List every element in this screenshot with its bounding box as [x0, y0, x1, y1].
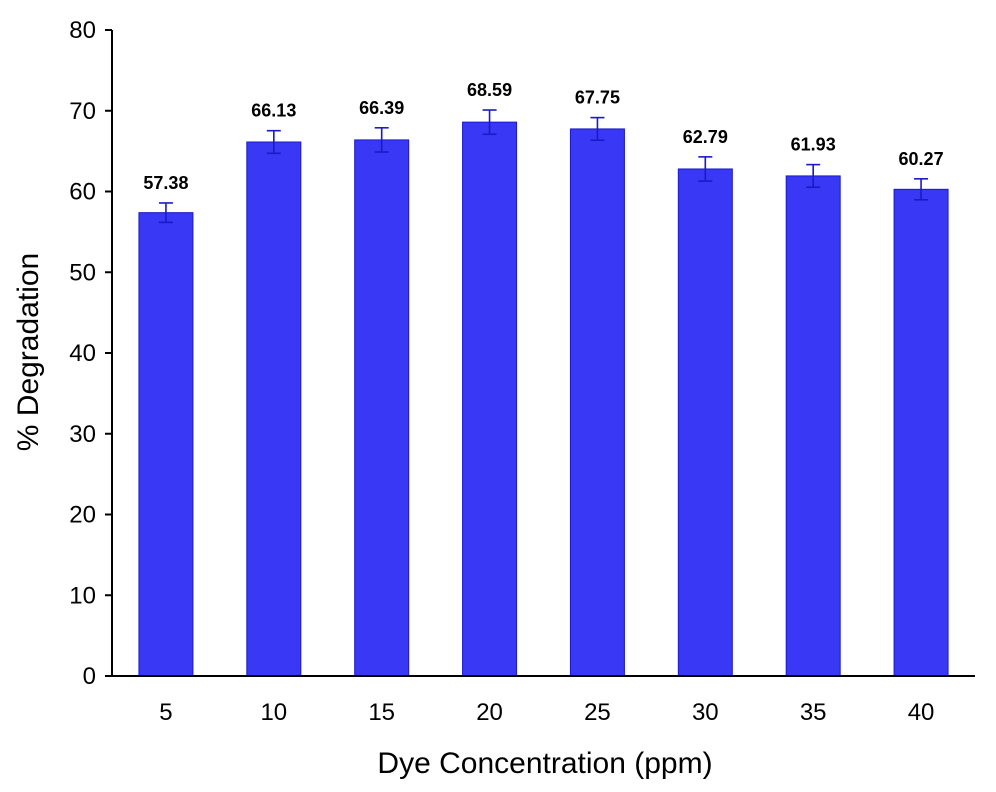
x-tick-label: 15	[368, 699, 395, 726]
x-tick-label: 25	[584, 699, 611, 726]
y-tick-label: 70	[69, 98, 96, 125]
data-label: 62.79	[683, 127, 728, 147]
y-tick-label: 60	[69, 179, 96, 206]
data-label: 66.39	[359, 98, 404, 118]
bar	[138, 212, 194, 677]
x-tick-label: 35	[800, 699, 827, 726]
bar	[569, 128, 625, 677]
data-label: 66.13	[251, 101, 296, 121]
x-axis-title: Dye Concentration (ppm)	[377, 747, 712, 780]
y-tick-label: 80	[69, 17, 96, 44]
y-axis-title: % Degradation	[12, 253, 45, 451]
x-tick-label: 5	[159, 699, 172, 726]
bar	[785, 175, 841, 677]
data-label: 67.75	[575, 88, 620, 108]
bar	[354, 139, 410, 677]
y-tick-label: 30	[69, 421, 96, 448]
y-tick-label: 20	[69, 502, 96, 529]
plot-area: 0 10 20 30 40 50 60 70 80 57.38 5 66.13 10 66.39 15 68.…	[69, 17, 975, 726]
y-tick-label: 10	[69, 582, 96, 609]
y-tick-label: 0	[83, 663, 96, 690]
data-label: 60.27	[899, 149, 944, 169]
data-label: 68.59	[467, 80, 512, 100]
x-tick-label: 40	[908, 699, 935, 726]
bar	[246, 141, 302, 677]
x-tick-label: 10	[260, 699, 287, 726]
data-label: 61.93	[791, 135, 836, 155]
data-label: 57.38	[143, 173, 188, 193]
x-tick-label: 30	[692, 699, 719, 726]
y-tick-label: 40	[69, 340, 96, 367]
bar	[677, 168, 733, 677]
x-tick-label: 20	[476, 699, 503, 726]
bar	[462, 121, 518, 677]
y-tick-label: 50	[69, 259, 96, 286]
bar	[893, 188, 949, 677]
